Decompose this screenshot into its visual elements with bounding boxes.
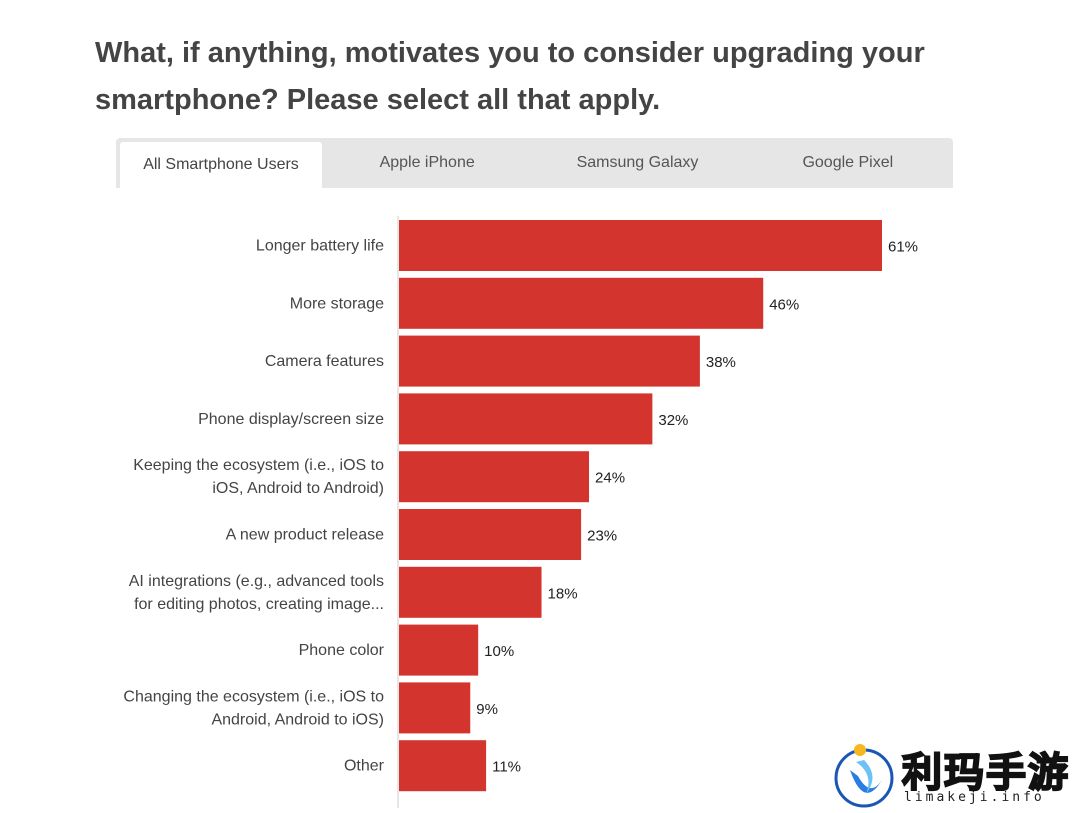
bar — [399, 566, 542, 618]
category-label: Camera features — [265, 353, 384, 370]
value-label: 11% — [492, 759, 521, 776]
category-label-line: Phone display/screen size — [198, 411, 384, 428]
value-label: 32% — [658, 412, 688, 429]
value-label: 61% — [888, 239, 918, 256]
category-label-line: Other — [344, 758, 385, 775]
category-label-line: Phone color — [299, 642, 385, 659]
segment-tabs: All Smartphone Users Apple iPhone Samsun… — [116, 138, 953, 188]
bar — [399, 277, 764, 329]
watermark-logo: 利玛手游 limakeji.info — [830, 740, 1080, 808]
category-label-line: iOS, Android to Android) — [212, 480, 384, 497]
watermark-subtext: limakeji.info — [904, 790, 1045, 805]
category-label-line: Camera features — [265, 353, 384, 370]
category-label: Phone color — [299, 642, 385, 659]
bar — [399, 220, 882, 271]
category-label: Longer battery life — [256, 238, 384, 255]
tab-all-smartphone-users[interactable]: All Smartphone Users — [120, 142, 322, 188]
value-label: 9% — [476, 701, 498, 718]
value-label: 38% — [706, 354, 736, 371]
tab-google-pixel[interactable]: Google Pixel — [802, 154, 894, 171]
watermark-text: 利玛手游 — [901, 749, 1070, 797]
category-label: AI integrations (e.g., advanced tools for… — [129, 573, 384, 613]
swirl-logo-icon — [834, 744, 894, 808]
category-label-line: AI integrations (e.g., advanced tools — [129, 573, 384, 590]
bar — [399, 393, 653, 445]
category-label-line: Android, Android to iOS) — [211, 711, 384, 728]
tab-samsung-galaxy[interactable]: Samsung Galaxy — [576, 154, 699, 171]
category-label-line: Changing the ecosystem (i.e., iOS to — [123, 688, 384, 705]
value-label: 23% — [587, 528, 617, 545]
value-label: 24% — [595, 470, 625, 487]
value-label: 46% — [769, 296, 799, 313]
category-label: Changing the ecosystem (i.e., iOS to Andr… — [123, 688, 384, 728]
chart-title: What, if anything, motivates you to cons… — [95, 37, 925, 116]
bar — [399, 451, 590, 503]
value-label: 10% — [484, 643, 514, 660]
bar — [399, 624, 479, 676]
category-label-line: Longer battery life — [256, 238, 384, 255]
category-label: Other — [344, 758, 385, 775]
category-label-line: More storage — [290, 295, 384, 312]
category-label-line: A new product release — [226, 527, 384, 544]
category-label-line: for editing photos, creating image... — [134, 596, 384, 613]
category-label: Keeping the ecosystem (i.e., iOS to iOS, … — [133, 457, 384, 497]
bar — [399, 740, 487, 792]
tab-apple-iphone[interactable]: Apple iPhone — [379, 154, 475, 171]
bar — [399, 682, 471, 734]
category-label-line: Keeping the ecosystem (i.e., iOS to — [133, 457, 384, 474]
category-label: A new product release — [226, 527, 384, 544]
bar — [399, 335, 700, 387]
category-label: Phone display/screen size — [198, 411, 384, 428]
category-label: More storage — [290, 295, 384, 312]
value-label: 18% — [548, 585, 578, 602]
bar — [399, 509, 582, 560]
